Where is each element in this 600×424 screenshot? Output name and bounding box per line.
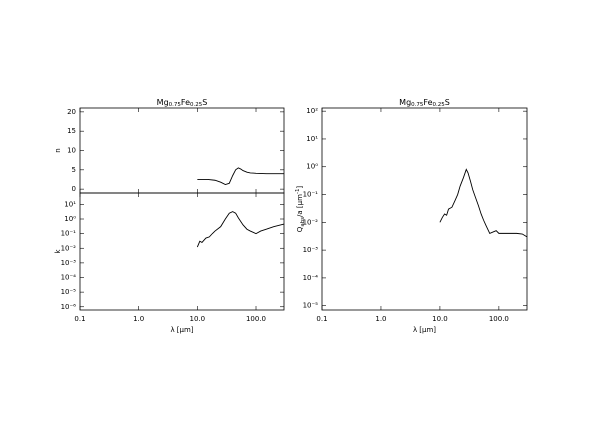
text-part: ] xyxy=(296,186,304,189)
text-part: Q xyxy=(296,226,304,232)
y-tick-label: 15 xyxy=(67,127,76,135)
text-part: 0.25 xyxy=(190,102,203,108)
text-part: 0.25 xyxy=(433,102,446,108)
plot-frame xyxy=(79,107,285,194)
x-tick-label: 100.0 xyxy=(489,315,509,323)
text-part: Mg xyxy=(399,98,411,107)
text-part: /a [μm xyxy=(296,194,304,217)
chart-title: Mg0.75Fe0.25S xyxy=(157,98,208,108)
y-tick-label: 20 xyxy=(67,108,76,116)
y-axis-label: k xyxy=(54,249,62,254)
plot-frame xyxy=(79,192,285,311)
y-tick-label: 10⁰ xyxy=(306,163,318,171)
y-tick-label: 10⁻² xyxy=(303,218,319,226)
text-part: abs xyxy=(300,217,306,227)
y-tick-label: 10⁻⁵ xyxy=(303,302,319,310)
y-tick-label: 10⁻¹ xyxy=(61,230,77,238)
x-tick-label: 0.1 xyxy=(74,315,85,323)
y-tick-label: 10⁰ xyxy=(64,215,76,223)
data-line xyxy=(196,211,285,248)
chart-title: Mg0.75Fe0.25S xyxy=(399,98,450,108)
data-line xyxy=(439,168,528,238)
y-tick-label: 10⁻³ xyxy=(61,259,77,267)
y-axis-label: n xyxy=(54,148,62,152)
y-tick-label: 10⁻² xyxy=(61,244,77,252)
y-tick-label: 10 xyxy=(67,147,76,155)
text-part: n xyxy=(54,148,62,152)
y-tick-label: 10⁻³ xyxy=(303,246,319,254)
y-tick-label: 10¹ xyxy=(306,135,318,143)
text-part: Mg xyxy=(157,98,169,107)
text-part: S xyxy=(202,98,207,107)
text-part: k xyxy=(54,249,62,254)
text-part: -1 xyxy=(295,189,301,194)
y-tick-label: 0 xyxy=(72,185,76,193)
y-tick-label: 10¹ xyxy=(64,200,76,208)
x-axis-label: λ [μm] xyxy=(170,326,193,334)
plot-frame xyxy=(321,107,528,311)
x-tick-label: 1.0 xyxy=(375,315,386,323)
y-tick-label: 10⁻⁴ xyxy=(61,274,77,282)
y-tick-label: 10⁻⁶ xyxy=(61,303,77,311)
y-tick-label: 5 xyxy=(72,166,76,174)
y-tick-label: 10⁻¹ xyxy=(303,191,319,199)
x-tick-label: 10.0 xyxy=(190,315,206,323)
y-tick-label: 10² xyxy=(306,107,318,115)
text-part: Fe xyxy=(181,98,190,107)
data-line xyxy=(197,167,284,185)
text-part: 0.75 xyxy=(411,102,424,108)
x-axis-label: λ [μm] xyxy=(413,326,436,334)
text-part: 0.75 xyxy=(169,102,182,108)
x-tick-label: 1.0 xyxy=(133,315,144,323)
text-part: S xyxy=(445,98,450,107)
x-tick-label: 0.1 xyxy=(316,315,327,323)
x-tick-label: 100.0 xyxy=(246,315,266,323)
y-tick-label: 10⁻⁴ xyxy=(303,274,319,282)
x-tick-label: 10.0 xyxy=(432,315,448,323)
y-tick-label: 10⁻⁵ xyxy=(61,288,77,296)
text-part: Fe xyxy=(423,98,432,107)
y-axis-label: Qabs/a [μm-1] xyxy=(295,186,306,233)
